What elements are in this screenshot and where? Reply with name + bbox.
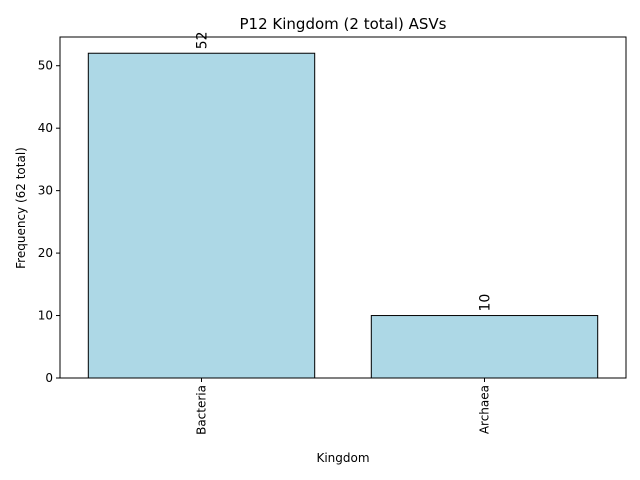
data-label-archaea: 10 (478, 294, 494, 312)
chart-title: P12 Kingdom (2 total) ASVs (240, 15, 447, 33)
data-labels-group: 52 10 (195, 31, 494, 311)
plot-frame (59, 36, 627, 379)
y-tick-label-30: 30 (38, 184, 53, 198)
y-axis-label: Frequency (62 total) (14, 147, 28, 269)
x-tick-label-archaea: Archaea (478, 385, 492, 434)
x-tick-label-bacteria: Bacteria (195, 385, 209, 435)
bar-bacteria (87, 52, 316, 379)
y-axis: 0 10 20 30 40 50 (38, 59, 60, 385)
y-tick-label-10: 10 (38, 309, 53, 323)
y-tick-label-0: 0 (45, 371, 53, 385)
bar-archaea (370, 315, 599, 379)
y-tick-label-40: 40 (38, 121, 53, 135)
bars-group (87, 52, 599, 379)
y-tick-label-50: 50 (38, 59, 53, 73)
x-axis-label: Kingdom (316, 451, 369, 465)
data-label-bacteria: 52 (195, 31, 211, 49)
y-tick-label-20: 20 (38, 246, 53, 260)
x-axis: Bacteria Archaea (195, 378, 492, 435)
